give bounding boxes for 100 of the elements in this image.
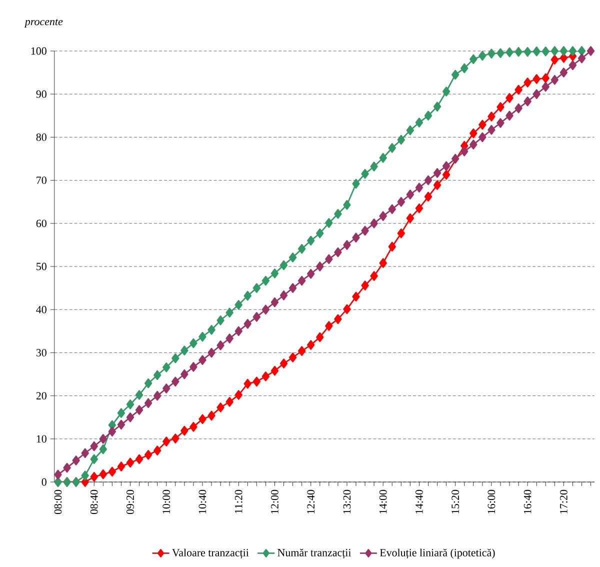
point bbox=[370, 218, 378, 228]
point bbox=[108, 426, 116, 436]
point bbox=[343, 304, 351, 314]
y-tick-label: 30 bbox=[36, 349, 46, 356]
point bbox=[190, 422, 198, 432]
point bbox=[288, 252, 297, 262]
point bbox=[316, 262, 324, 272]
x-tick-label: 10:40 bbox=[198, 490, 206, 514]
point bbox=[460, 63, 468, 74]
point bbox=[280, 290, 288, 300]
x-tick-label: 16:40 bbox=[524, 490, 532, 514]
point bbox=[370, 162, 378, 172]
point bbox=[397, 228, 405, 238]
point bbox=[252, 283, 261, 293]
point bbox=[126, 412, 134, 422]
point bbox=[63, 462, 71, 473]
point bbox=[90, 441, 98, 452]
point bbox=[496, 118, 504, 128]
point bbox=[208, 348, 216, 358]
point bbox=[470, 140, 478, 150]
point bbox=[433, 102, 442, 112]
point bbox=[90, 472, 98, 482]
point bbox=[506, 47, 514, 58]
point bbox=[172, 376, 180, 386]
point bbox=[578, 46, 586, 56]
point bbox=[370, 271, 378, 281]
point bbox=[208, 410, 216, 421]
point bbox=[153, 446, 162, 456]
point bbox=[361, 226, 369, 236]
point bbox=[172, 353, 180, 364]
point bbox=[568, 46, 577, 56]
point bbox=[234, 300, 242, 310]
point bbox=[162, 362, 170, 372]
point bbox=[325, 218, 333, 228]
point bbox=[451, 70, 460, 80]
x-tick-label: 14:40 bbox=[415, 490, 423, 514]
point bbox=[542, 73, 550, 84]
point bbox=[568, 60, 577, 70]
point bbox=[343, 200, 351, 210]
point bbox=[506, 93, 514, 103]
y-tick-label: 70 bbox=[36, 176, 46, 184]
point bbox=[415, 182, 424, 193]
point bbox=[190, 362, 198, 372]
point bbox=[478, 120, 486, 130]
point bbox=[298, 346, 306, 356]
y-tick-label: 100 bbox=[31, 47, 46, 55]
x-tick-label: 17:20 bbox=[560, 490, 568, 514]
point bbox=[198, 355, 206, 365]
point bbox=[433, 180, 442, 190]
x-tick-label: 10:00 bbox=[162, 490, 170, 514]
point bbox=[488, 112, 496, 122]
point bbox=[81, 470, 89, 480]
point bbox=[397, 134, 405, 145]
point bbox=[343, 240, 351, 250]
point bbox=[550, 74, 559, 85]
point bbox=[180, 426, 188, 436]
point bbox=[586, 46, 595, 56]
point bbox=[162, 384, 170, 394]
point bbox=[288, 352, 297, 362]
point bbox=[252, 312, 261, 322]
point bbox=[270, 297, 279, 308]
point bbox=[379, 258, 387, 268]
point bbox=[99, 444, 107, 454]
point bbox=[361, 280, 369, 290]
y-tick-label: 10 bbox=[36, 435, 46, 443]
point bbox=[153, 390, 162, 401]
point bbox=[226, 334, 234, 344]
point bbox=[442, 86, 450, 96]
point bbox=[117, 462, 126, 472]
point bbox=[270, 268, 279, 278]
point bbox=[162, 436, 170, 446]
point bbox=[451, 154, 460, 164]
point bbox=[244, 378, 252, 389]
point bbox=[144, 450, 152, 460]
point bbox=[550, 46, 559, 56]
point bbox=[198, 414, 206, 424]
point bbox=[560, 68, 568, 78]
point bbox=[226, 396, 234, 407]
point bbox=[406, 213, 414, 224]
point bbox=[406, 190, 414, 200]
point bbox=[307, 340, 315, 350]
point bbox=[117, 408, 126, 418]
y-axis-title: procente bbox=[24, 18, 63, 28]
point bbox=[415, 118, 424, 128]
point bbox=[234, 390, 242, 400]
point bbox=[81, 448, 89, 458]
point bbox=[316, 228, 324, 238]
point bbox=[532, 89, 540, 99]
point bbox=[216, 340, 224, 350]
point bbox=[180, 346, 188, 356]
point bbox=[433, 168, 442, 178]
x-tick-label: 08:40 bbox=[90, 490, 98, 514]
point bbox=[262, 372, 270, 382]
x-tick-label: 16:00 bbox=[488, 490, 496, 514]
point bbox=[280, 260, 288, 270]
point bbox=[542, 46, 550, 56]
x-tick-label: 09:20 bbox=[126, 490, 134, 514]
point bbox=[488, 48, 496, 58]
point bbox=[496, 48, 504, 58]
point bbox=[478, 132, 486, 142]
